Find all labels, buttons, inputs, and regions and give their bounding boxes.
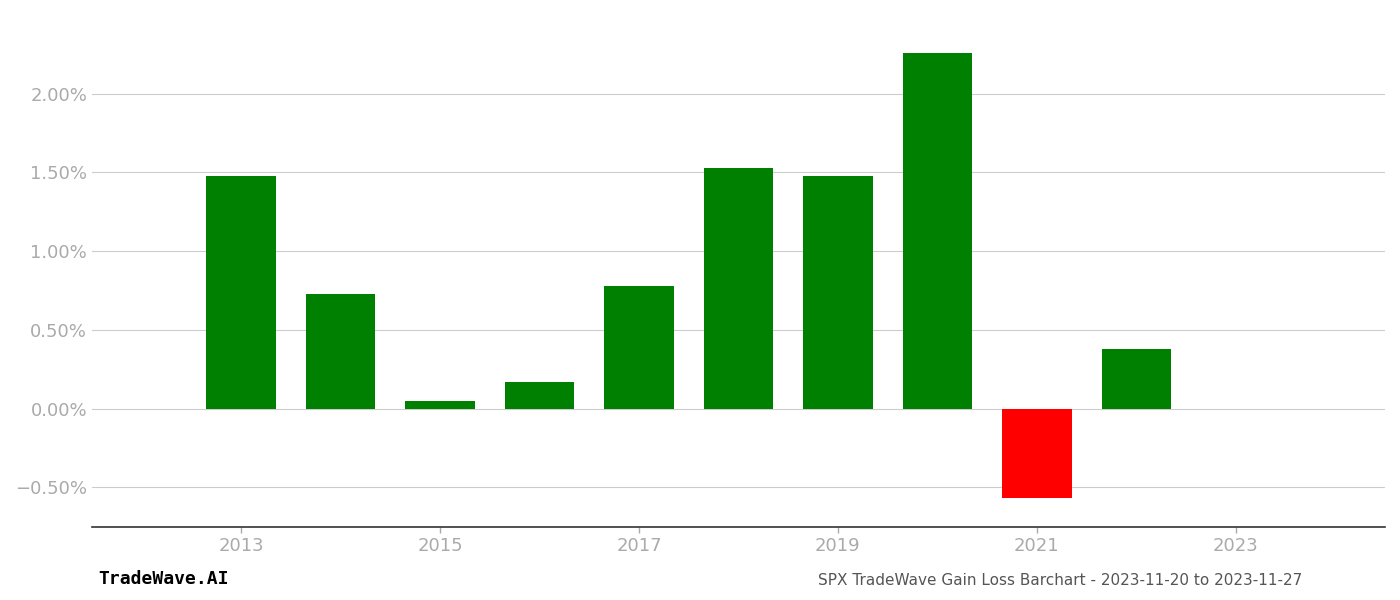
Bar (206, 176, 276, 409)
Bar (305, 293, 375, 409)
Bar (504, 382, 574, 409)
Text: TradeWave.AI: TradeWave.AI (98, 570, 228, 588)
Bar (605, 286, 673, 409)
Text: SPX TradeWave Gain Loss Barchart - 2023-11-20 to 2023-11-27: SPX TradeWave Gain Loss Barchart - 2023-… (818, 573, 1302, 588)
Bar (704, 167, 773, 409)
Bar (903, 53, 972, 409)
Bar (1102, 349, 1172, 409)
Bar (1002, 409, 1071, 498)
Bar (804, 176, 872, 409)
Bar (405, 401, 475, 409)
